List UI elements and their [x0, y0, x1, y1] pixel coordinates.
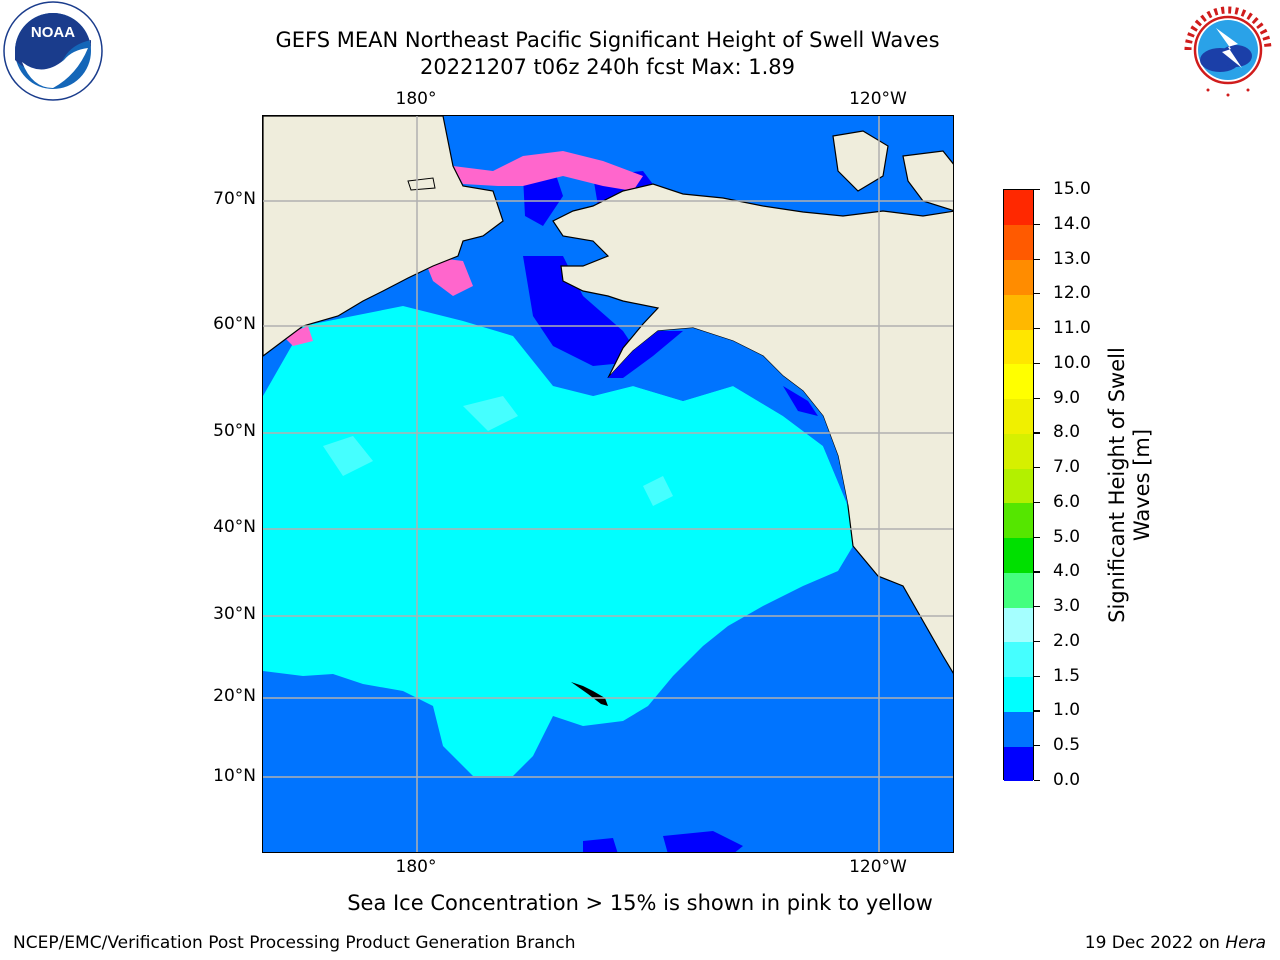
colorbar-tick-mark: [1034, 223, 1040, 225]
swell-region-low: [583, 838, 618, 852]
credit-branch: NCEP/EMC/Verification Post Processing Pr…: [13, 933, 576, 953]
sea-ice-band: [453, 151, 643, 191]
land-asia: [263, 116, 504, 357]
lon-label-bottom: 180°: [395, 857, 437, 877]
colorbar-tick-mark: [1034, 362, 1040, 364]
sea-ice-band: [283, 326, 313, 346]
svg-text:NOAA: NOAA: [31, 24, 75, 41]
colorbar-tick-label: 5.0: [1053, 526, 1081, 547]
colorbar-tick-label: 14.0: [1053, 213, 1091, 234]
lat-label: 60°N: [213, 314, 256, 334]
colorbar-segment: [1004, 294, 1033, 330]
colorbar-segment: [1004, 398, 1033, 434]
land-island: [902, 150, 953, 212]
lat-label: 20°N: [213, 686, 256, 706]
lat-label: 30°N: [213, 604, 256, 624]
lat-label: 40°N: [213, 517, 256, 537]
colorbar-tick-label: 10.0: [1053, 352, 1091, 373]
colorbar-tick-label: 6.0: [1053, 491, 1081, 512]
colorbar-segment: [1004, 224, 1033, 260]
colorbar-segment: [1004, 641, 1033, 678]
swell-region-low: [663, 831, 743, 852]
chart-title: GEFS MEAN Northeast Pacific Significant …: [275, 28, 940, 52]
sea-ice-footnote: Sea Ice Concentration > 15% is shown in …: [347, 891, 933, 915]
lat-label: 70°N: [213, 189, 256, 209]
colorbar-segment: [1004, 259, 1033, 295]
swell-region-patch: [323, 436, 373, 476]
credit-host: Hera: [1225, 933, 1266, 953]
gulf-of-alaska: [593, 328, 848, 506]
colorbar-tick-mark: [1034, 780, 1040, 782]
colorbar-tick-mark: [1034, 397, 1040, 399]
nws-logo-icon: [1178, 0, 1278, 100]
colorbar-tick-label: 0.0: [1053, 770, 1081, 790]
colorbar-segment: [1004, 329, 1033, 365]
swell-region-mid: [263, 306, 853, 776]
credit-date-text: 19 Dec 2022 on: [1084, 933, 1226, 953]
colorbar-tick-label: 2.0: [1053, 630, 1081, 651]
lon-label-top: 120°W: [849, 89, 907, 109]
land-island: [407, 177, 436, 191]
lon-label-bottom: 120°W: [849, 857, 907, 877]
swell-region-patch: [643, 476, 673, 506]
colorbar-tick-mark: [1034, 258, 1040, 260]
colorbar-segment: [1004, 537, 1033, 573]
colorbar-tick-mark: [1034, 189, 1040, 191]
colorbar-tick-mark: [1034, 710, 1040, 712]
swell-map: [263, 116, 953, 852]
lat-label: 50°N: [213, 421, 256, 441]
colorbar-segment: [1004, 363, 1033, 400]
credit-date: 19 Dec 2022 on Hera: [1085, 933, 1266, 953]
colorbar-label: Significant Height of Swell Waves [m]: [1105, 347, 1154, 623]
graticule: [263, 116, 953, 852]
colorbar-segment: [1004, 607, 1033, 643]
colorbar-tick-mark: [1034, 606, 1040, 608]
colorbar-segment: [1004, 572, 1033, 608]
colorbar-tick-label: 9.0: [1053, 387, 1081, 408]
colorbar-tick-label: 7.0: [1053, 457, 1081, 478]
colorbar-segment: [1004, 676, 1033, 712]
colorbar-tick-label: 12.0: [1053, 283, 1091, 304]
colorbar-tick-label: 4.0: [1053, 561, 1081, 582]
colorbar-tick-mark: [1034, 745, 1040, 747]
colorbar-segment: [1004, 468, 1033, 504]
sea-ice-band: [423, 256, 473, 296]
coast-deep-strip: [608, 331, 683, 378]
colorbar-segment: [1004, 502, 1033, 539]
colorbar-tick-mark: [1034, 467, 1040, 469]
colorbar-tick-label: 3.0: [1053, 596, 1081, 617]
colorbar-tick-mark: [1034, 501, 1040, 504]
colorbar-tick-label: 15.0: [1053, 179, 1091, 199]
colorbar-tick-mark: [1034, 675, 1040, 677]
colorbar-tick-mark: [1034, 293, 1040, 295]
colorbar-tick-mark: [1034, 328, 1040, 330]
colorbar-tick-mark: [1034, 536, 1040, 538]
colorbar-segment: [1004, 746, 1033, 782]
lon-label-top: 180°: [395, 89, 437, 109]
colorbar-tick-label: 1.5: [1053, 665, 1081, 686]
colorbar-segment: [1004, 711, 1033, 747]
colorbar-tick-label: 11.0: [1053, 318, 1091, 339]
colorbar-tick-mark: [1034, 432, 1040, 434]
colorbar-tick-label: 8.0: [1053, 422, 1081, 443]
swell-region-low: [523, 256, 643, 366]
colorbar-segment: [1004, 190, 1033, 226]
coast-deep-strip: [783, 386, 818, 416]
map-panel: [262, 115, 954, 853]
colorbar: [1003, 189, 1034, 782]
chart-subtitle: 20221207 t06z 240h fcst Max: 1.89: [420, 55, 795, 79]
colorbar-tick-label: 13.0: [1053, 248, 1091, 269]
lat-label: 10°N: [213, 766, 256, 786]
colorbar-tick-mark: [1034, 640, 1040, 643]
colorbar-segment: [1004, 433, 1033, 469]
swell-region-patch: [463, 396, 518, 431]
colorbar-tick-label: 0.5: [1053, 735, 1081, 756]
noaa-logo-icon: NOAA: [2, 0, 104, 102]
colorbar-tick-mark: [1034, 571, 1040, 573]
land-hawaii: [571, 682, 608, 706]
land-island: [832, 130, 889, 192]
colorbar-tick-label: 1.0: [1053, 700, 1081, 721]
